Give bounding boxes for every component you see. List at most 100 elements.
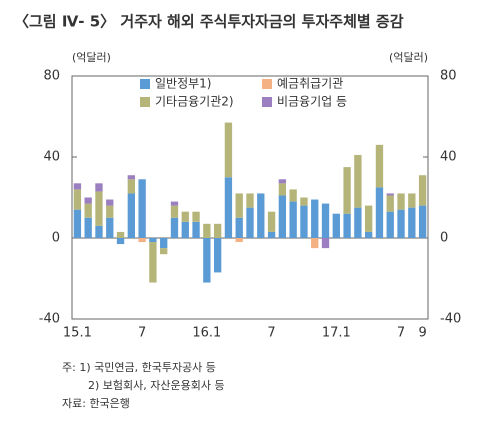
y2-tick-label: -40: [440, 312, 461, 327]
bar-segment: [160, 238, 168, 249]
bar-segment: [192, 211, 200, 222]
bar-segment: [386, 193, 394, 196]
bar-segment: [343, 213, 351, 238]
bar-segment: [170, 205, 179, 218]
bar-segment: [289, 201, 297, 238]
bar-segment: [170, 217, 179, 238]
bar-segment: [106, 205, 114, 218]
bar-segment: [364, 231, 373, 238]
bar-segment: [106, 217, 114, 238]
bar-segment: [418, 205, 427, 238]
bar-segment: [203, 223, 211, 238]
bar-segment: [397, 193, 405, 210]
bar-segment: [246, 193, 254, 208]
chart-title: 〈그림 Ⅳ- 5〉 거주자 해외 주식투자자금의 투자주체별 증감: [14, 13, 404, 31]
bar-segment: [311, 238, 319, 249]
bar-segment: [149, 238, 157, 243]
bar-segment: [343, 167, 351, 214]
y2-tick-label: 40: [440, 150, 457, 165]
legend-label: 일반정부1): [155, 77, 211, 91]
bar-segment: [203, 238, 211, 283]
note: 주: 1) 국민연금, 한국투자공사 등: [62, 361, 216, 374]
bar-segment: [127, 175, 136, 180]
bar-segment: [397, 209, 405, 238]
bar-segment: [246, 207, 254, 238]
bar-segment: [386, 195, 394, 212]
bar-segment: [354, 154, 362, 208]
x-tick-label: 7: [267, 326, 275, 341]
note: 2) 보험회사, 자산운용회사 등: [88, 379, 225, 392]
bar-segment: [235, 193, 243, 218]
bar-segment: [127, 179, 136, 194]
bar-segment: [375, 187, 384, 238]
bar-segment: [267, 231, 276, 238]
bar-segment: [84, 197, 92, 204]
bar-segment: [181, 221, 189, 238]
bar-segment: [257, 193, 265, 238]
source: 자료: 한국은행: [62, 397, 130, 410]
bar-segment: [95, 225, 103, 238]
bar-segment: [418, 175, 427, 206]
y2-axis-label: (억달러): [389, 51, 428, 64]
bar-segment: [116, 231, 125, 238]
legend-swatch: [140, 97, 150, 107]
bar-segment: [278, 183, 287, 196]
x-tick-label: 15.1: [63, 326, 92, 341]
bar-segment: [311, 199, 319, 238]
bar-segment: [235, 238, 243, 243]
x-tick-label: 17.1: [322, 326, 351, 341]
bar-segment: [73, 183, 82, 190]
legend-swatch: [262, 79, 272, 89]
bar-segment: [408, 193, 416, 208]
bar-segment: [224, 177, 233, 238]
bar-segment: [95, 191, 103, 226]
bar-segment: [149, 242, 157, 283]
bar-segment: [300, 205, 308, 238]
bar-segment: [321, 238, 330, 249]
bar-segment: [170, 201, 179, 206]
bar-segment: [138, 238, 146, 243]
bar-segment: [138, 179, 146, 238]
y-tick-label: -40: [39, 312, 60, 327]
bar-segment: [300, 197, 308, 206]
legend-swatch: [140, 79, 150, 89]
bar-segment: [106, 199, 114, 206]
y-tick-label: 80: [43, 69, 60, 84]
bar-segment: [213, 223, 222, 238]
plot-frame: [71, 75, 429, 320]
y-axis-label: (억달러): [72, 51, 111, 64]
bar-segment: [386, 211, 394, 238]
bar-segment: [224, 122, 233, 178]
bar-segment: [181, 211, 189, 222]
bar-segment: [73, 209, 82, 238]
legend-label: 비금융기업 등: [277, 95, 347, 109]
x-tick-label: 9: [418, 326, 426, 341]
bar-segment: [73, 189, 82, 210]
bar-segment: [235, 217, 243, 238]
bar-segment: [364, 205, 373, 232]
bar-segment: [116, 238, 125, 245]
bar-segment: [332, 213, 340, 238]
legend-label: 예금취급기관: [277, 77, 343, 91]
bar-segment: [321, 203, 330, 238]
y2-tick-label: 0: [440, 231, 448, 246]
bar-segment: [84, 217, 92, 238]
y2-tick-label: 80: [440, 69, 457, 84]
bar-segment: [160, 248, 168, 255]
bar-segment: [289, 189, 297, 202]
x-tick-label: 16.1: [192, 326, 221, 341]
bar-segment: [95, 183, 103, 192]
bar-segment: [375, 144, 384, 188]
bar-segment: [267, 211, 276, 232]
y-tick-label: 0: [52, 231, 60, 246]
legend-label: 기타금융기관2): [155, 95, 234, 109]
x-tick-label: 7: [138, 326, 146, 341]
bar-segment: [213, 238, 222, 273]
bar-segment: [192, 221, 200, 238]
bar-segment: [408, 207, 416, 238]
bar-segment: [354, 207, 362, 238]
legend-swatch: [262, 97, 272, 107]
bar-segment: [278, 195, 287, 238]
x-tick-label: 7: [397, 326, 405, 341]
